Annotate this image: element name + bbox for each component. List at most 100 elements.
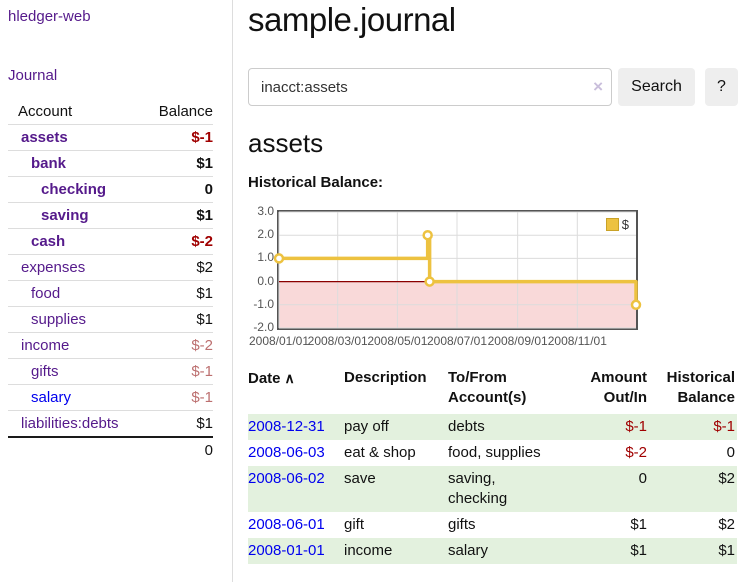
legend-label: $	[621, 217, 629, 232]
account-name-cell: bank	[8, 150, 146, 177]
account-link-saving[interactable]: saving	[41, 207, 89, 224]
x-axis-tick-label: 2008/01/01	[248, 334, 310, 348]
y-axis-tick-label: 0.0	[257, 273, 274, 288]
y-axis-tick-label: -2.0	[253, 320, 274, 334]
x-axis-tick-label: 2008/11/01	[547, 334, 607, 348]
account-row: bank $1	[8, 150, 213, 177]
transaction-row: 2008-01-01 income salary $1 $1	[248, 538, 737, 564]
chart-legend: $	[603, 216, 631, 233]
account-row: expenses $2	[8, 254, 213, 281]
transaction-balance: $2	[718, 516, 735, 533]
account-link-income[interactable]: income	[21, 337, 70, 354]
account-link-assets[interactable]: assets	[21, 129, 68, 146]
transaction-description: income	[344, 538, 448, 564]
accounts-total-value: 0	[145, 436, 213, 463]
legend-swatch-icon	[605, 218, 619, 231]
accounts-column-header: To/From Account(s)	[448, 369, 527, 406]
y-axis-tick-label: 1.0	[257, 250, 274, 265]
register-header-row: Date ∧ Description To/From Account(s) Amo…	[248, 365, 737, 414]
main-content: sample.journal × Search ? assets Histori…	[233, 0, 742, 582]
chart-plot: $	[273, 210, 642, 330]
transaction-date-cell: 2008-12-31	[248, 414, 344, 440]
search-button[interactable]: Search	[618, 68, 695, 106]
x-axis-tick-label: 2008/07/01	[426, 334, 488, 348]
transaction-accounts: saving, checking	[448, 466, 557, 512]
account-balance: $-1	[145, 124, 213, 151]
transaction-date-link[interactable]: 2008-06-02	[248, 470, 325, 487]
account-balance: $1	[145, 410, 213, 438]
page-title: sample.journal	[248, 1, 456, 38]
account-balance: $-1	[145, 358, 213, 385]
account-link-supplies[interactable]: supplies	[31, 311, 87, 328]
account-name-cell: income	[8, 332, 146, 359]
spacer	[8, 436, 146, 463]
account-link-gifts[interactable]: gifts	[31, 363, 59, 380]
transaction-date-link[interactable]: 2008-12-31	[248, 418, 325, 435]
accounts-column-header: Account	[8, 99, 146, 125]
data-point-marker	[424, 276, 435, 287]
sort-ascending-icon: ∧	[284, 370, 295, 386]
account-link-food[interactable]: food	[31, 285, 61, 302]
transaction-date-cell: 2008-06-03	[248, 440, 344, 466]
x-axis-tick-label: 2008/09/01	[487, 334, 548, 348]
transaction-amount: $1	[630, 516, 647, 533]
account-row: saving $1	[8, 202, 213, 229]
account-link-bank[interactable]: bank	[31, 155, 67, 172]
account-name-cell: liabilities:debts	[8, 410, 146, 438]
amount-column-header: Amount Out/In	[590, 369, 647, 406]
account-link-expenses[interactable]: expenses	[21, 259, 86, 276]
account-name-cell: saving	[8, 202, 146, 229]
clear-search-icon[interactable]: ×	[593, 77, 603, 96]
transaction-row: 2008-06-02 save saving, checking 0 $2	[248, 466, 737, 512]
search-input[interactable]	[248, 68, 612, 106]
account-balance: $1	[145, 280, 213, 307]
account-row: checking 0	[8, 176, 213, 203]
sidebar-item-journal[interactable]: Journal	[8, 67, 58, 84]
account-balance: $-2	[145, 228, 213, 255]
transaction-date-cell: 2008-06-02	[248, 466, 344, 512]
transaction-description: pay off	[344, 414, 448, 440]
account-link-cash[interactable]: cash	[31, 233, 66, 250]
account-link-liabilities-debts[interactable]: liabilities:debts	[21, 415, 119, 432]
account-link-checking[interactable]: checking	[41, 181, 107, 198]
account-name-cell: supplies	[8, 306, 146, 333]
balance-column-header: Balance	[145, 99, 213, 125]
account-row: gifts $-1	[8, 358, 213, 385]
transaction-accounts: debts	[448, 414, 557, 440]
transaction-description: gift	[344, 516, 365, 533]
account-balance: 0	[145, 176, 213, 203]
search-form: × Search ?	[248, 68, 738, 106]
sidebar: hledger-web Journal Account Balance asse…	[0, 0, 233, 582]
transaction-accounts: food, supplies	[448, 444, 541, 461]
register-table: Date ∧ Description To/From Account(s) Amo…	[248, 365, 737, 564]
account-balance: $1	[145, 202, 213, 229]
transaction-date-link[interactable]: 2008-01-01	[248, 542, 325, 559]
date-column-header[interactable]: Date ∧	[248, 370, 295, 387]
account-name-cell: assets	[8, 124, 146, 151]
transaction-amount: $-2	[625, 444, 647, 461]
transaction-description: eat & shop	[344, 444, 416, 461]
app-brand-link[interactable]: hledger-web	[8, 8, 91, 25]
transaction-row: 2008-06-01 gift gifts $1 $2	[248, 512, 737, 538]
help-button[interactable]: ?	[705, 68, 738, 106]
description-column-header: Description	[344, 369, 427, 386]
transaction-date-link[interactable]: 2008-06-01	[248, 516, 325, 533]
data-point-marker	[273, 253, 285, 264]
data-point-marker	[630, 299, 642, 311]
account-row: liabilities:debts $1	[8, 410, 213, 438]
historical-balance-chart: $ 3.0 2.0 1.0 0.0 -1.0 -2.0 2008/01/01 2008/03/…	[248, 199, 738, 351]
account-row: salary $-1	[8, 384, 213, 411]
account-name-cell: expenses	[8, 254, 146, 281]
data-point-marker	[422, 229, 433, 241]
transaction-description: save	[344, 466, 448, 512]
transaction-date-link[interactable]: 2008-06-03	[248, 444, 325, 461]
transaction-balance: 0	[726, 444, 735, 461]
transaction-date-cell: 2008-01-01	[248, 538, 344, 564]
account-link-salary[interactable]: salary	[31, 389, 72, 406]
account-balance-table: Account Balance assets $-1 bank $1 checking 0…	[8, 99, 213, 463]
transaction-balance: $1	[649, 538, 737, 564]
chart-canvas	[273, 211, 642, 329]
account-row: cash $-2	[8, 228, 213, 255]
account-name-cell: gifts	[8, 358, 146, 385]
